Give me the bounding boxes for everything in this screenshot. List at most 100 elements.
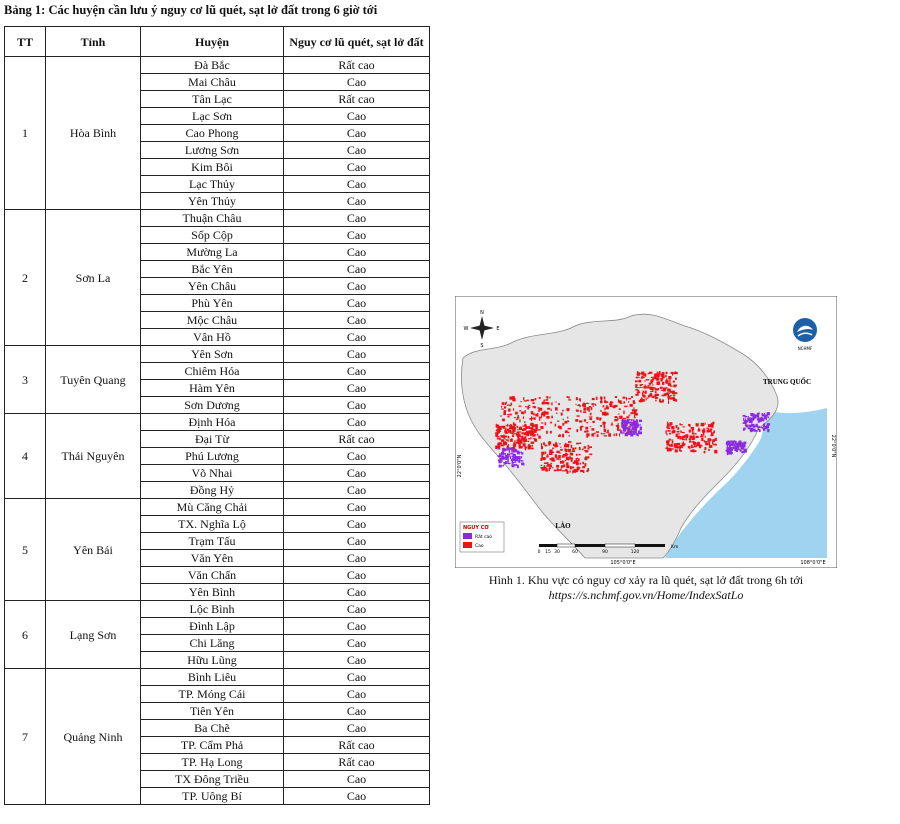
country-label-laos: LÀO [555,522,571,530]
risk-speck [756,418,759,421]
risk-speck [750,413,754,417]
cell-district: TP. Hạ Long [140,753,284,771]
risk-speck [581,404,584,407]
risk-speck [602,405,605,408]
cell-district: Yên Bình [140,583,284,601]
risk-speck [654,394,657,397]
risk-speck [623,417,627,420]
risk-speck [699,444,703,447]
header-tt: TT [4,26,46,57]
risk-speck [587,444,589,448]
risk-speck [672,380,675,383]
risk-speck [661,373,665,377]
risk-speck [626,416,630,419]
table-row: Phù Yên Cao [5,294,430,312]
nchmf-logo-icon: NCHMF [793,318,817,351]
risk-speck [517,431,520,435]
risk-speck [565,456,570,461]
risk-speck [667,427,670,430]
cell-risk: Cao [283,260,430,278]
risk-speck [499,454,502,458]
risk-speck [671,441,674,444]
risk-speck [713,430,715,434]
risk-speck [676,430,680,433]
risk-speck [612,401,614,404]
source-url: https://s.nchmf.gov.vn/Home/IndexSatLo [548,588,744,602]
risk-speck [757,427,760,429]
risk-speck [527,446,531,450]
risk-speck [558,452,561,454]
risk-speck [507,462,511,465]
risk-speck [741,442,743,446]
risk-speck [498,442,501,446]
risk-speck [539,418,541,421]
risk-speck [503,463,505,466]
risk-speck [748,418,752,421]
table-row: TP. Cẩm Phả Rất cao [5,736,430,754]
risk-speck [505,456,509,460]
risk-speck [547,407,551,410]
risk-speck [564,420,568,424]
risk-speck [695,423,699,427]
risk-speck [674,443,678,446]
risk-speck [628,397,631,400]
risk-speck [530,435,532,436]
risk-speck [755,423,758,428]
risk-speck [642,394,645,398]
risk-speck [662,382,664,385]
risk-speck [513,454,516,456]
cell-risk: Cao [283,277,430,295]
risk-speck [556,450,560,453]
risk-speck [584,450,588,452]
cell-risk: Cao [283,124,430,142]
risk-speck [756,412,760,415]
risk-speck [638,379,642,383]
risk-speck [517,426,519,429]
risk-speck [504,449,507,452]
risk-speck [587,468,590,472]
risk-speck [641,398,645,402]
risk-speck [747,418,749,421]
risk-speck [505,430,508,433]
scale-label-0: 0 [538,549,541,555]
risk-speck [666,423,669,427]
svg-text:S: S [480,343,483,349]
risk-speck [534,428,538,432]
risk-speck [511,438,513,442]
table-row: 7 Quảng Ninh Bình Liêu Cao [4,668,430,805]
risk-speck [527,440,530,443]
risk-speck [666,440,669,443]
risk-speck [508,444,510,447]
risk-speck [627,428,630,432]
risk-speck [567,420,570,423]
risk-speck [509,425,513,429]
lon-label-right-bottom: 108°0'0"E [800,560,825,566]
cell-district: Cao Phong [140,124,284,142]
risk-speck [644,384,646,386]
risk-speck [505,425,507,427]
risk-speck [521,436,523,439]
risk-speck [641,397,643,400]
risk-speck [572,447,575,451]
risk-speck [541,422,544,424]
risk-speck [638,424,642,426]
risk-speck [659,399,661,403]
table-row: TX. Nghĩa Lộ Cao [5,515,430,533]
risk-speck [562,422,565,426]
risk-speck [528,425,530,429]
risk-speck [509,456,511,460]
risk-speck [507,439,509,442]
risk-speck [668,425,672,427]
risk-speck [555,442,557,445]
risk-speck [699,445,702,449]
risk-speck [704,441,708,443]
risk-speck [551,402,553,406]
risk-speck [682,426,685,428]
risk-speck [645,397,649,399]
risk-speck [527,430,530,433]
risk-speck [622,427,625,429]
risk-speck [531,444,533,447]
risk-speck [511,427,515,431]
table-row: Đình Lập Cao [5,617,430,635]
risk-speck [514,417,516,419]
